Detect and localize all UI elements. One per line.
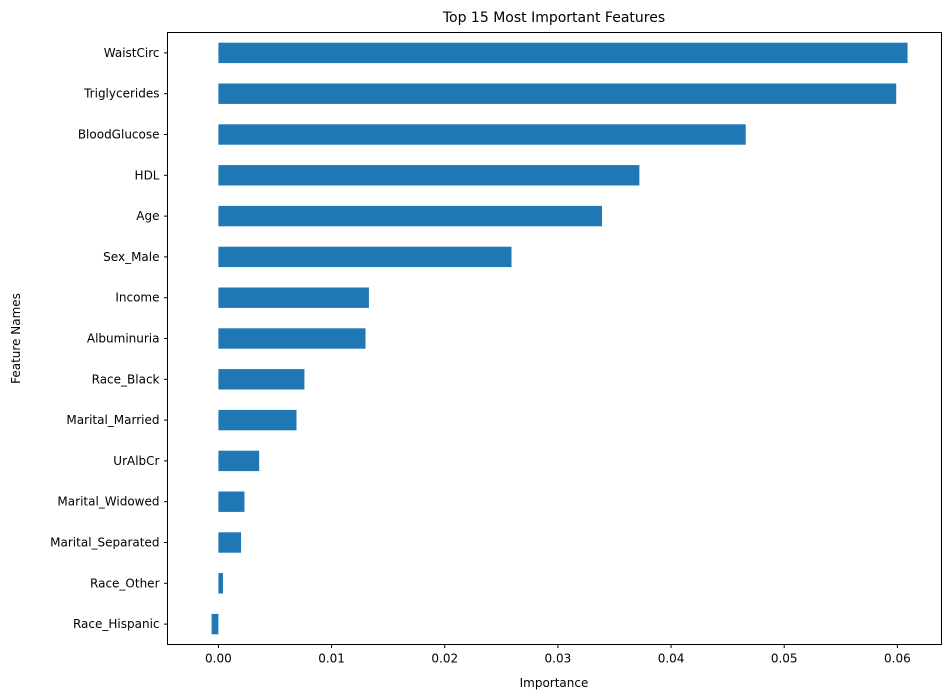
y-tick-label: Race_Other — [90, 576, 160, 590]
x-tick-label: 0.06 — [884, 652, 911, 666]
y-tick-label: Race_Hispanic — [73, 617, 160, 631]
chart-title: Top 15 Most Important Features — [442, 10, 665, 26]
y-tick-label: Income — [115, 291, 159, 305]
bar-age — [218, 205, 603, 227]
y-tick-label: Marital_Married — [66, 413, 159, 427]
bar-sex-male — [218, 246, 512, 268]
bar-triglycerides — [218, 83, 897, 104]
x-axis-ticks: 0.00 0.01 0.02 0.03 0.04 0.05 0.06 — [205, 644, 911, 666]
x-tick-label: 0.04 — [658, 652, 685, 666]
y-tick-label: Sex_Male — [103, 250, 159, 264]
y-axis-ticks: WaistCirc Triglycerides BloodGlucose HDL Age… — [50, 46, 168, 631]
x-tick-label: 0.03 — [545, 652, 572, 666]
x-tick-label: 0.01 — [318, 652, 345, 666]
bar-uralbcr — [218, 450, 260, 472]
y-tick-label: Age — [136, 209, 159, 223]
bar-hdl — [218, 165, 640, 186]
x-tick-label: 0.05 — [771, 652, 798, 666]
bar-marital-married — [218, 409, 297, 431]
bar-group — [211, 42, 908, 635]
x-axis-label: Importance — [520, 676, 589, 690]
x-tick-label: 0.02 — [431, 652, 458, 666]
y-tick-label: Triglycerides — [83, 87, 159, 101]
y-tick-label: Albuminuria — [87, 332, 160, 346]
x-tick-label: 0.00 — [205, 652, 232, 666]
bar-waistcirc — [218, 42, 908, 64]
y-axis-label: Feature Names — [9, 293, 23, 384]
bar-income — [218, 287, 369, 308]
bar-race-black — [218, 369, 305, 390]
bar-race-hispanic — [211, 613, 219, 635]
bar-marital-widowed — [218, 491, 245, 512]
plot-frame — [167, 32, 942, 645]
y-tick-label: WaistCirc — [104, 46, 160, 60]
bar-race-other — [218, 573, 223, 594]
y-tick-label: BloodGlucose — [78, 128, 160, 142]
y-tick-label: HDL — [135, 168, 160, 182]
y-tick-label: UrAlbCr — [113, 454, 159, 468]
bar-marital-separated — [218, 532, 242, 553]
y-tick-label: Marital_Separated — [50, 536, 159, 550]
y-tick-label: Race_Black — [92, 372, 160, 386]
y-tick-label: Marital_Widowed — [57, 495, 159, 509]
bar-albuminuria — [218, 328, 366, 349]
bar-bloodglucose — [218, 124, 746, 145]
